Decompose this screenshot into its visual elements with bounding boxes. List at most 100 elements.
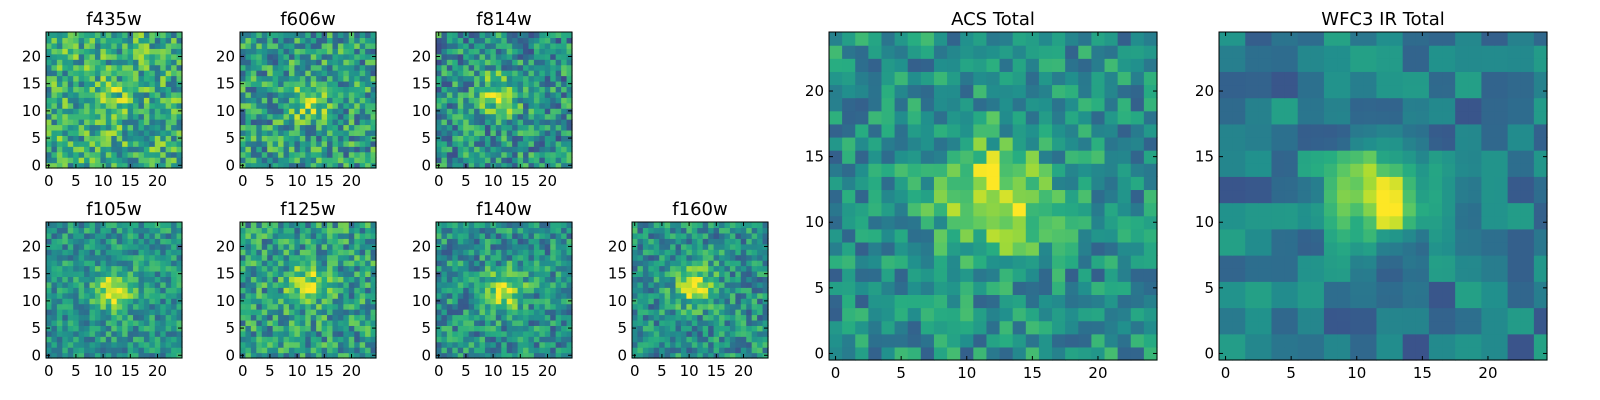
pixel-cell (517, 151, 524, 158)
pixel-cell (550, 292, 557, 299)
pixel-cell (528, 75, 535, 82)
pixel-cell (288, 135, 295, 142)
pixel-cell (348, 298, 355, 305)
pixel-cell (56, 124, 63, 131)
pixel-cell (245, 341, 252, 348)
pixel-cell (78, 227, 85, 234)
pixel-cell (452, 75, 459, 82)
pixel-cell (283, 243, 290, 250)
pixel-cell (78, 64, 85, 71)
pixel-cell (165, 309, 172, 316)
pixel-cell (724, 276, 731, 283)
pixel-cell (724, 309, 731, 316)
pixel-cell (555, 75, 562, 82)
pixel-cell (740, 281, 747, 288)
pixel-cell (111, 341, 118, 348)
pixel-cell (111, 80, 118, 87)
pixel-cell (89, 287, 96, 294)
pixel-cell (648, 303, 655, 310)
pixel-cell (165, 157, 172, 164)
pixel-cell (441, 91, 448, 98)
pixel-cell (111, 162, 118, 169)
pixel-cell (78, 97, 85, 104)
pixel-cell (855, 268, 869, 282)
pixel-cell (544, 119, 551, 126)
pixel-cell (154, 97, 161, 104)
pixel-cell (697, 260, 704, 267)
pixel-cell (365, 222, 372, 229)
pixel-cell (533, 124, 540, 131)
pixel-cell (528, 86, 535, 93)
pixel-cell (73, 276, 80, 283)
pixel-cell (160, 309, 167, 316)
pixel-cell (89, 59, 96, 66)
pixel-cell (176, 97, 183, 104)
pixel-cell (566, 336, 573, 343)
pixel-cell (999, 294, 1014, 309)
pixel-cell (321, 146, 328, 153)
pixel-cell (1117, 189, 1132, 204)
pixel-cell (506, 270, 513, 277)
pixel-cell (46, 336, 53, 343)
pixel-cell (729, 298, 736, 305)
pixel-cell (490, 113, 497, 120)
pixel-cell (138, 75, 145, 82)
pixel-cell (719, 314, 726, 321)
pixel-cell (337, 303, 344, 310)
pixel-cell (441, 292, 448, 299)
pixel-cell (642, 352, 649, 359)
pixel-cell (653, 314, 660, 321)
pixel-cell (648, 352, 655, 359)
pixel-cell (550, 265, 557, 272)
pixel-cell (550, 42, 557, 49)
pixel-cell (111, 70, 118, 77)
pixel-cell (501, 292, 508, 299)
pixel-cell (332, 303, 339, 310)
pixel-cell (441, 298, 448, 305)
pixel-cell (648, 276, 655, 283)
pixel-cell (457, 341, 464, 348)
pixel-cell (138, 319, 145, 326)
pixel-cell (566, 129, 573, 136)
pixel-cell (457, 287, 464, 294)
pixel-cell (512, 222, 519, 229)
pixel-cell (138, 135, 145, 142)
pixel-cell (143, 298, 150, 305)
pixel-cell (664, 281, 671, 288)
pixel-cell (512, 325, 519, 332)
pixel-cell (490, 276, 497, 283)
pixel-cell (528, 265, 535, 272)
pixel-cell (272, 309, 279, 316)
pixel-cell (457, 238, 464, 245)
pixel-cell (441, 151, 448, 158)
y-tick-label: 0 (421, 346, 431, 364)
pixel-cell (100, 243, 107, 250)
pixel-cell (127, 102, 134, 109)
pixel-cell (452, 270, 459, 277)
pixel-cell (457, 314, 464, 321)
pixel-cell (171, 314, 178, 321)
pixel-cell (343, 59, 350, 66)
pixel-cell (441, 162, 448, 169)
pixel-cell (751, 243, 758, 250)
pixel-cell (165, 265, 172, 272)
pixel-cell (436, 59, 443, 66)
pixel-cell (555, 330, 562, 337)
pixel-cell (484, 281, 491, 288)
pixel-cell (354, 97, 361, 104)
pixel-cell (245, 336, 252, 343)
pixel-cell (327, 162, 334, 169)
pixel-cell (288, 119, 295, 126)
pixel-cell (370, 281, 377, 288)
pixel-cell (842, 176, 856, 191)
pixel-cell (165, 129, 172, 136)
pixel-cell (143, 124, 150, 131)
pixel-cell (659, 347, 666, 354)
pixel-cell (116, 303, 123, 310)
pixel-cell (523, 91, 530, 98)
pixel-cell (240, 70, 247, 77)
pixel-cell (1117, 268, 1132, 282)
pixel-cell (122, 129, 129, 136)
pixel-cell (708, 243, 715, 250)
